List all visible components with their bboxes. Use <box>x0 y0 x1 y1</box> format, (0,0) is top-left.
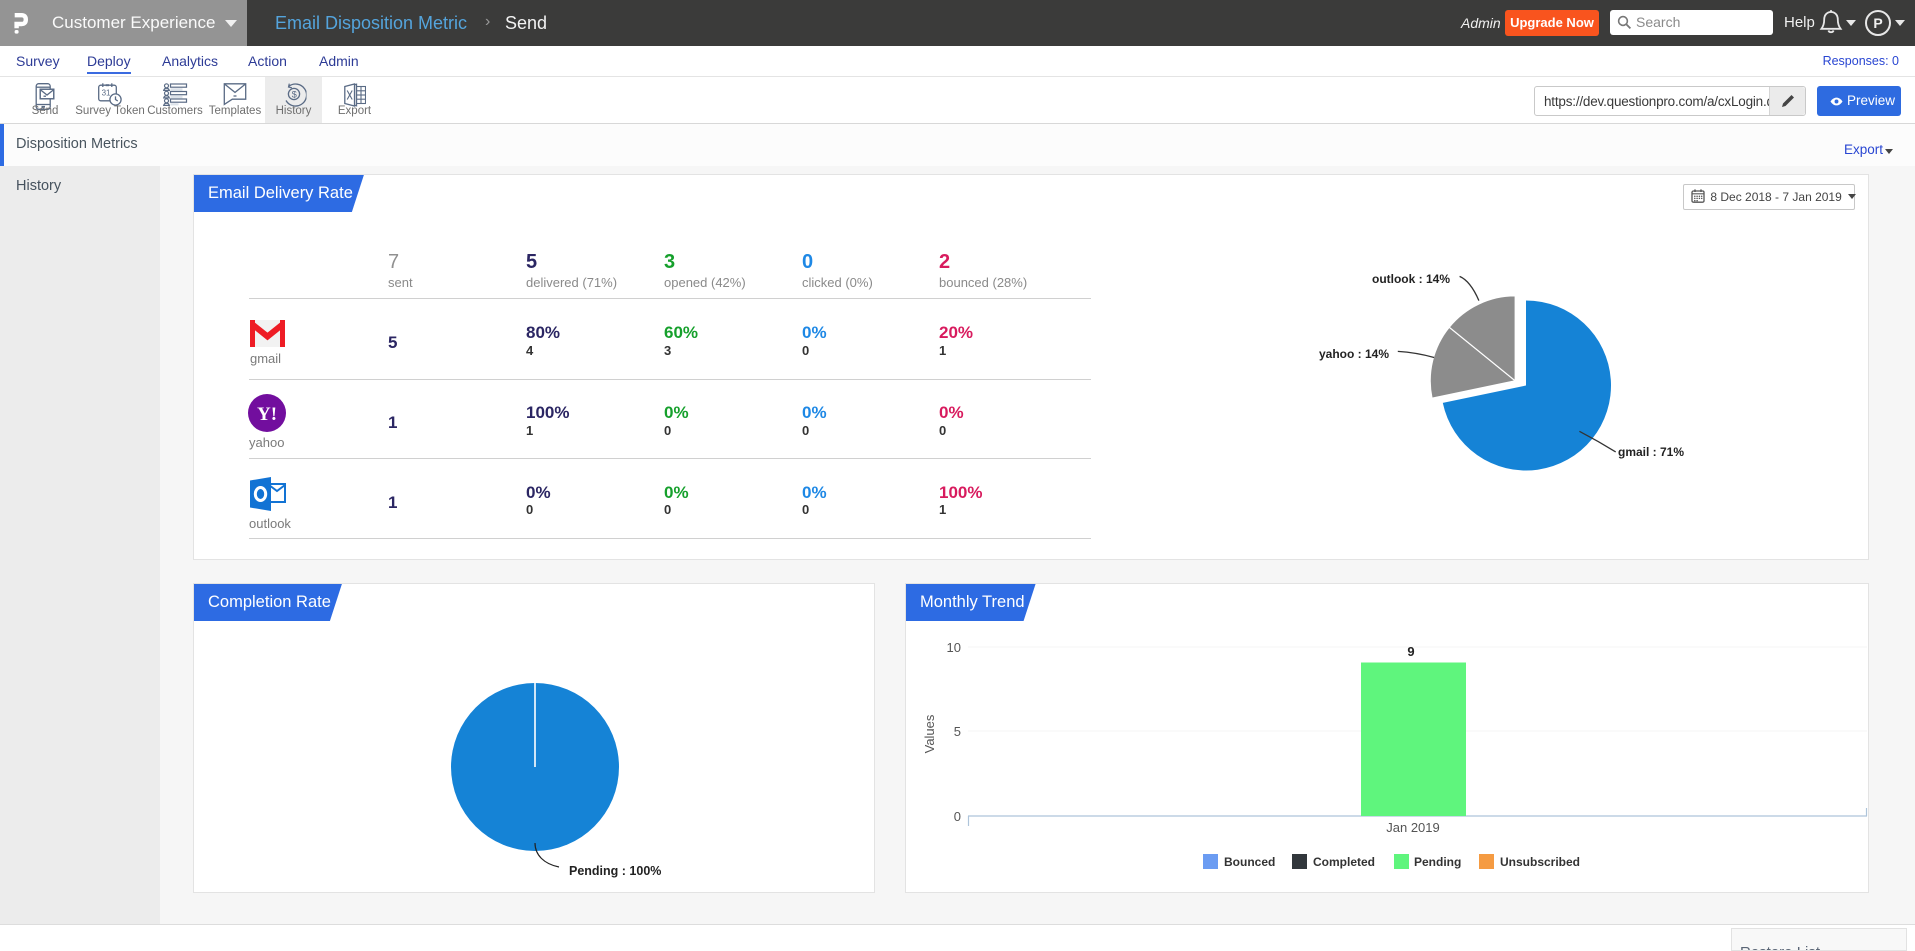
svg-text:Pending: Pending <box>1414 855 1461 869</box>
svg-text:10: 10 <box>947 640 961 655</box>
svg-text:31: 31 <box>102 89 111 98</box>
svg-text:Unsubscribed: Unsubscribed <box>1500 855 1580 869</box>
svg-text:Pending : 100%: Pending : 100% <box>569 864 661 878</box>
svg-text:Bounced: Bounced <box>1224 855 1275 869</box>
svg-text:9: 9 <box>1407 644 1414 659</box>
svg-text:5: 5 <box>954 724 961 739</box>
svg-text:gmail : 71%: gmail : 71% <box>1618 445 1684 459</box>
svg-text:Y!: Y! <box>257 404 277 425</box>
svg-text:Jan 2019: Jan 2019 <box>1386 820 1440 835</box>
svg-text:Completed: Completed <box>1313 855 1375 869</box>
svg-text:0: 0 <box>954 809 961 824</box>
svg-text:yahoo : 14%: yahoo : 14% <box>1319 347 1389 361</box>
svg-text:Values: Values <box>922 714 937 753</box>
svg-text:$: $ <box>291 89 296 99</box>
svg-text:outlook : 14%: outlook : 14% <box>1372 272 1450 286</box>
